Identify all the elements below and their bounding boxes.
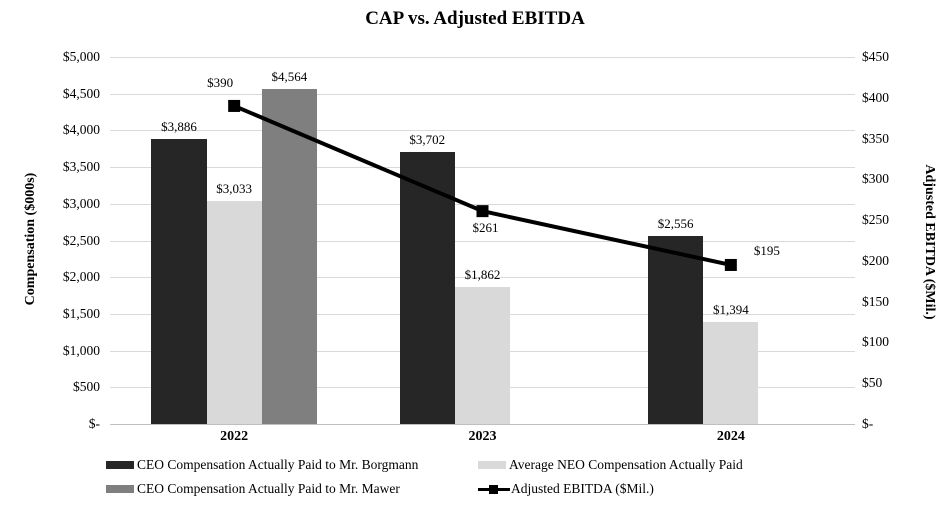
left-axis-tick-label: $4,000 [62,122,100,138]
x-axis-label: 2023 [468,429,497,444]
bar-value-label: $3,886 [161,118,197,134]
bar [261,89,317,424]
right-axis-tick-label: $300 [862,171,889,187]
right-axis-tick-label: $450 [862,49,889,64]
legend-line-swatch [478,484,510,494]
legend-item: Average NEO Compensation Actually Paid [478,457,743,473]
line-value-label: $261 [472,220,499,236]
bar [454,287,511,424]
legend-square-marker [489,484,498,494]
legend-item: CEO Compensation Actually Paid to Mr. Ma… [106,481,400,497]
gridline [110,130,855,132]
gridline [110,93,855,95]
bar-value-label: $3,033 [216,181,253,197]
line-value-label: $195 [753,242,780,258]
bar [151,138,207,424]
legend-label: CEO Compensation Actually Paid to Mr. Ma… [137,481,400,496]
legend-swatch [106,461,134,469]
legend-item: CEO Compensation Actually Paid to Mr. Bo… [106,457,418,473]
right-axis-tick-label: $- [862,416,874,431]
gridline [110,203,855,205]
gridline [110,57,855,58]
left-axis-tick-label: $1,000 [62,342,100,358]
bar-value-label: $2,556 [657,216,694,232]
legend-label: Adjusted EBITDA ($Mil.) [511,481,654,496]
right-axis-tick-label: $50 [862,375,883,391]
line-point-marker [724,258,737,271]
bar [648,236,704,424]
left-axis-tick-label: $4,500 [62,85,100,101]
bar-value-label: $1,862 [464,267,501,283]
right-axis-tick-label: $200 [862,252,889,268]
line-point-marker [228,99,241,112]
plot-area: $3,886 $3,702 $2,556 $3,033 $1,862 $1,394 $4,5… [110,57,855,425]
x-axis-line [110,424,855,425]
legend-swatch [478,461,506,469]
ebitda-line-layer [228,99,737,271]
right-axis-tick-label: $100 [862,334,889,350]
gridline [110,277,855,279]
gridline [110,167,855,169]
bar-value-label: $3,702 [409,132,446,148]
legend-swatch [106,485,134,493]
legend-label: Average NEO Compensation Actually Paid [509,457,743,472]
left-axis-tick-label: $- [88,416,100,431]
legend-item: Adjusted EBITDA ($Mil.) [478,481,654,497]
line-point-marker [476,205,489,218]
left-axis-tick-label: $3,500 [62,159,100,175]
left-axis-tick-label: $5,000 [62,49,100,64]
x-axis-label: 2024 [716,429,745,444]
right-axis-title: Adjusted EBITDA ($Mil.) [922,164,937,320]
left-axis-tick-label: $500 [73,379,100,395]
bar [703,321,759,424]
x-axis-label: 2022 [220,429,249,444]
left-axis-tick-label: $3,000 [62,195,100,211]
left-axis-tick-label: $2,500 [62,232,100,248]
legend-label: CEO Compensation Actually Paid to Mr. Bo… [137,457,419,472]
right-axis-tick-label: $400 [862,89,889,105]
ebitda-line [233,104,732,267]
right-axis-tick-label: $150 [862,293,889,309]
left-axis-tick-label: $2,000 [62,269,100,285]
right-axis-tick-label: $350 [862,130,889,146]
chart-title: CAP vs. Adjusted EBITDA [365,8,585,29]
line-value-label: $390 [207,74,234,90]
right-axis-tick-label: $250 [862,212,889,228]
bar [206,201,262,424]
bar-value-label: $4,564 [271,69,308,84]
bar-value-label: $1,394 [712,301,749,317]
gridline [110,240,855,242]
left-axis-tick-label: $1,500 [62,305,100,321]
